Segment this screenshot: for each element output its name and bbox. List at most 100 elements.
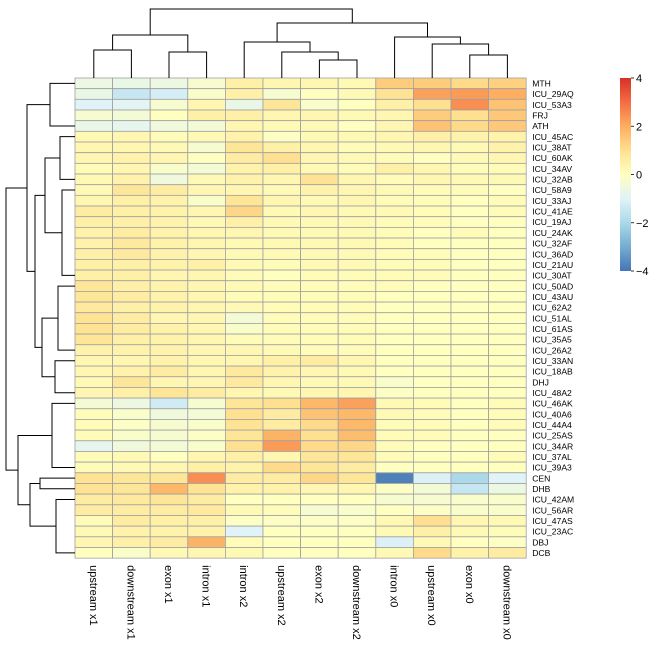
heatmap-cell [337, 451, 377, 463]
row-label: ICU_44A4 [532, 420, 572, 430]
heatmap-cell [74, 515, 113, 527]
heatmap-cell [488, 141, 527, 154]
heatmap-cell [149, 461, 189, 474]
heatmap-cell [149, 280, 189, 292]
heatmap-cell [450, 461, 489, 474]
heatmap-cell [488, 205, 527, 218]
heatmap-cell [262, 301, 301, 314]
heatmap-cell [262, 152, 301, 164]
heatmap-cell [375, 440, 414, 452]
heatmap-cell [337, 290, 377, 303]
row-dendrogram-branch [51, 402, 75, 468]
heatmap-cell [412, 397, 452, 410]
heatmap-cell [112, 162, 151, 175]
heatmap-cell [262, 461, 301, 474]
row-label: DCB [532, 548, 550, 558]
heatmap-cell [488, 461, 527, 474]
heatmap-cell [224, 205, 264, 218]
heatmap-cell [300, 184, 339, 196]
heatmap-cell [74, 419, 113, 431]
heatmap-cell [262, 88, 301, 100]
heatmap-cell [112, 323, 151, 335]
row-label: ICU_48A2 [532, 388, 572, 398]
column-label: exon x2 [312, 565, 324, 604]
row-label: ICU_45AC [532, 132, 573, 142]
heatmap-cell [112, 98, 151, 111]
legend-tick-label: 4 [636, 73, 642, 85]
heatmap-cell [375, 237, 414, 250]
heatmap-cell [112, 547, 151, 559]
heatmap-cell [375, 429, 414, 442]
heatmap-cell [112, 355, 151, 367]
heatmap-cell [412, 301, 452, 314]
heatmap-cell [300, 120, 339, 132]
heatmap-cell [300, 365, 339, 378]
heatmap-cell [74, 483, 113, 495]
heatmap-cell [187, 301, 226, 314]
heatmap-cell [488, 344, 527, 356]
heatmap-cell [488, 248, 527, 260]
row-dendrogram-branch [55, 498, 75, 554]
heatmap-cell [187, 493, 226, 506]
row-label: ICU_35A5 [532, 335, 572, 345]
heatmap-cell [412, 333, 452, 346]
heatmap-cell [412, 365, 452, 378]
heatmap-cell [74, 258, 113, 271]
heatmap-cell [412, 387, 452, 399]
heatmap-cell [300, 248, 339, 260]
heatmap-cell [375, 387, 414, 399]
heatmap-cell [187, 547, 226, 559]
heatmap-cell [375, 323, 414, 335]
heatmap-cell [112, 280, 151, 292]
heatmap-cell [488, 312, 527, 324]
heatmap-cell [337, 472, 377, 484]
heatmap-cell [300, 504, 339, 516]
heatmap-cell [488, 109, 527, 122]
legend-tick-label: 2 [636, 121, 642, 133]
heatmap-cell [224, 419, 264, 431]
heatmap-cell [149, 323, 189, 335]
heatmap-cell [262, 525, 301, 538]
heatmap-cell [450, 226, 489, 239]
heatmap-cell [112, 237, 151, 250]
heatmap-cell [187, 408, 226, 420]
heatmap-cell [375, 88, 414, 100]
heatmap-cell [450, 98, 489, 111]
heatmap-cell [74, 184, 113, 196]
color-legend: 4 2 0 −2 −4 [620, 73, 649, 278]
heatmap-cell [450, 525, 489, 538]
heatmap-cell [224, 387, 264, 399]
heatmap-cell [488, 194, 527, 207]
heatmap-cell [488, 515, 527, 527]
heatmap-cell [187, 312, 226, 324]
heatmap-cell [300, 88, 339, 100]
heatmap-cell [375, 547, 414, 559]
heatmap-cell [450, 323, 489, 335]
heatmap-cell [300, 162, 339, 175]
column-dendrogram-branch [394, 36, 461, 78]
heatmap-cell [262, 323, 301, 335]
heatmap-cell [112, 419, 151, 431]
heatmap-cell [337, 226, 377, 239]
heatmap-cell [149, 173, 189, 186]
row-label: DHJ [532, 377, 549, 387]
heatmap-cell [412, 536, 452, 548]
heatmap-cell [74, 248, 113, 260]
heatmap-cell [412, 237, 452, 250]
heatmap-cell [262, 333, 301, 346]
heatmap-cell [112, 344, 151, 356]
heatmap-cell [149, 333, 189, 346]
heatmap-cell [149, 387, 189, 399]
row-label: ICU_46AK [532, 399, 573, 409]
heatmap-cell [262, 226, 301, 239]
heatmap-cell [224, 451, 264, 463]
heatmap-cell [262, 419, 301, 431]
heatmap-cell [187, 376, 226, 388]
heatmap-cell [187, 120, 226, 132]
column-label: upstream x1 [87, 565, 99, 626]
heatmap-cell [112, 387, 151, 399]
heatmap-cell [112, 461, 151, 474]
heatmap-cell [375, 376, 414, 388]
heatmap-cell [450, 355, 489, 367]
heatmap-cell [375, 98, 414, 111]
